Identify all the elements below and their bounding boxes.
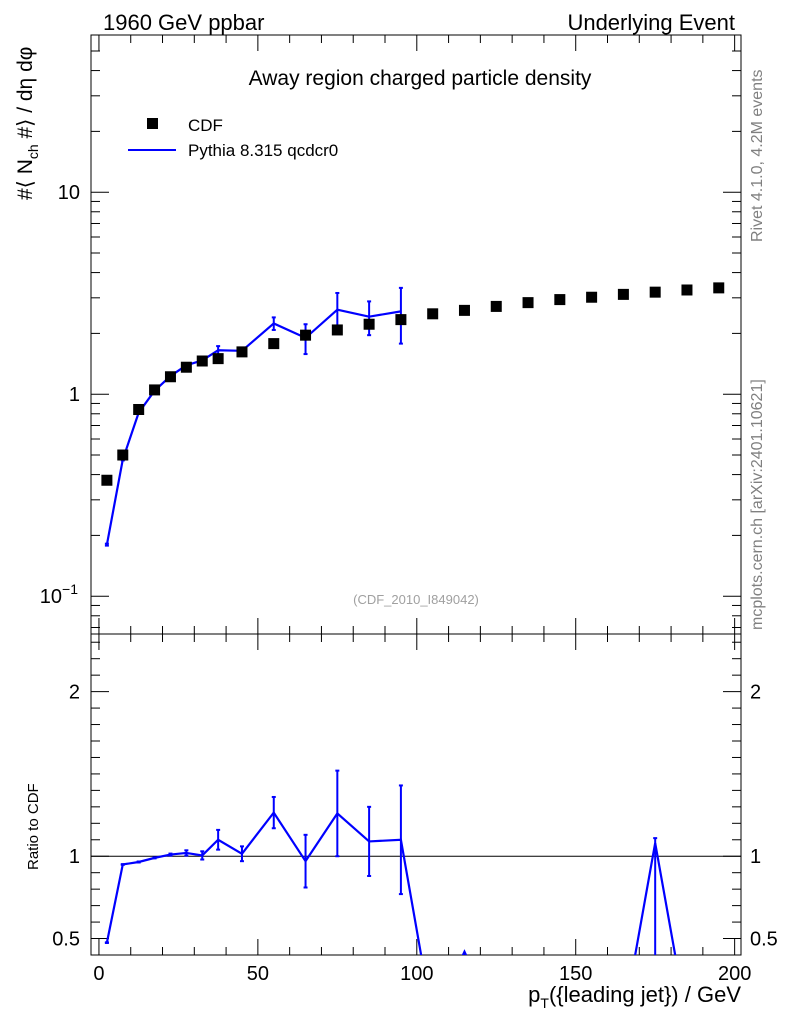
cdf-data-point <box>395 314 407 326</box>
legend-label-cdf: CDF <box>188 116 223 135</box>
ratio-plot-frame <box>90 633 742 956</box>
cdf-data-point <box>164 371 176 383</box>
cdf-data-point <box>300 329 312 341</box>
rivet-version-label: Rivet 4.1.0, 4.2M events <box>749 69 766 242</box>
main-y-tick-label: 10 <box>58 182 80 204</box>
header-left: 1960 GeV ppbar <box>103 10 264 35</box>
ratio-y-tick-label-right: 2 <box>750 682 761 704</box>
ratio-y-tick-label-left: 2 <box>69 682 80 704</box>
x-tick-label: 50 <box>247 963 269 985</box>
main-plot-title: Away region charged particle density <box>249 67 592 90</box>
cdf-data-point <box>268 338 280 350</box>
ratio-y-tick-label-left: 0.5 <box>52 929 80 951</box>
ratio-y-tick-label-left: 1 <box>69 846 80 868</box>
cdf-data-point <box>236 346 248 358</box>
main-panel: Away region charged particle density (CD… <box>14 34 742 635</box>
cdf-data-point <box>617 288 629 300</box>
cdf-data-point <box>363 318 375 330</box>
cdf-data-point <box>427 308 439 320</box>
cdf-data-point <box>681 284 693 296</box>
cdf-data-point <box>149 384 161 396</box>
legend-label-pythia: Pythia 8.315 qcdcr0 <box>188 141 338 160</box>
ratio-y-tick-label-right: 1 <box>750 846 761 868</box>
cdf-data-point <box>117 449 129 461</box>
cdf-data-point <box>101 474 113 486</box>
ratio-y-axis-label: Ratio to CDF <box>25 783 42 870</box>
cdf-data-point <box>133 403 145 415</box>
cdf-data-point <box>649 286 661 298</box>
cdf-data-point <box>522 297 534 309</box>
x-tick-label: 200 <box>718 963 751 985</box>
x-tick-label: 0 <box>93 963 104 985</box>
cdf-data-point <box>196 355 208 367</box>
cdf-data-point <box>331 324 343 336</box>
cdf-data-point <box>212 353 224 365</box>
cdf-data-point <box>554 294 566 306</box>
analysis-label: (CDF_2010_I849042) <box>353 592 479 607</box>
main-y-tick-label: 1 <box>69 384 80 406</box>
x-tick-label: 100 <box>400 963 433 985</box>
main-y-axis-label: #⟨ Nch #⟩ / dη dφ <box>14 47 41 200</box>
header-right: Underlying Event <box>567 10 735 35</box>
cdf-data-point <box>180 361 192 373</box>
legend: CDF Pythia 8.315 qcdcr0 <box>128 116 338 160</box>
cdf-data-point <box>490 300 502 312</box>
mcplots-site-label: mcplots.cern.ch [arXiv:2401.10621] <box>749 379 766 630</box>
x-axis-label: pT({leading jet}) / GeV <box>528 982 741 1011</box>
x-tick-label: 150 <box>559 963 592 985</box>
cdf-data-point <box>458 304 470 316</box>
cdf-data-point <box>586 291 598 303</box>
cdf-data-point <box>713 282 725 294</box>
pythia-line <box>105 308 402 545</box>
legend-marker-cdf <box>147 118 158 129</box>
ratio-y-tick-label-right: 0.5 <box>750 929 778 951</box>
main-y-tick-label: 10−1 <box>40 581 78 608</box>
ratio-panel: Ratio to CDF pT({leading jet}) / GeV 0.5… <box>25 633 778 1011</box>
